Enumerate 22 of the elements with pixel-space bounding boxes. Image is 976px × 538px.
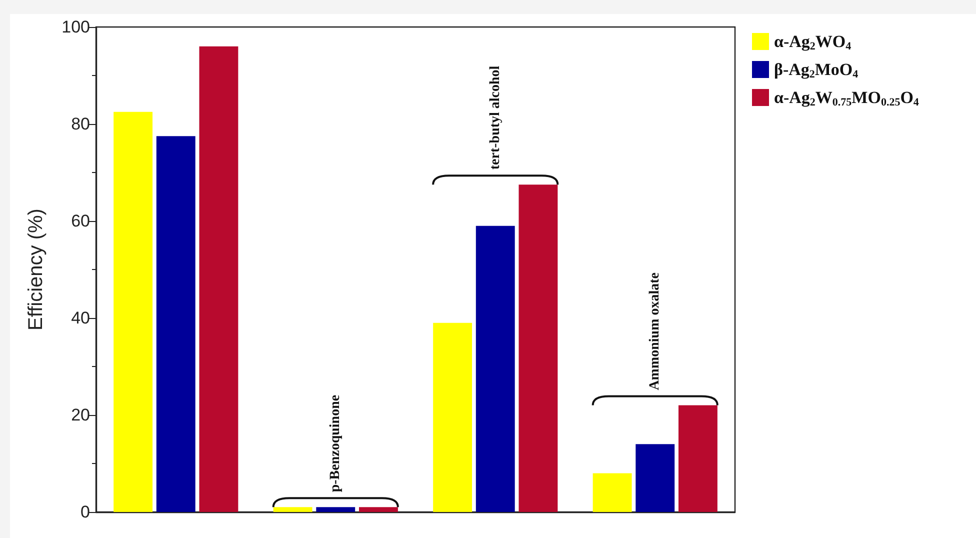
bar [433,322,472,512]
bar [592,473,632,512]
y-tick-label: 40 [71,308,90,328]
bar [476,226,515,512]
y-tick-label: 80 [71,114,90,134]
bar [273,507,312,512]
bar [114,112,153,512]
bar [199,46,238,512]
y-tick-label: 60 [71,212,90,230]
x-tick-label: p-Benzoquinone [328,394,344,492]
x-tick-label: tert-butyl alcohol [488,66,503,170]
bar [636,444,675,512]
bar [316,507,356,512]
bar [358,507,398,512]
y-axis-title: Efficiency (%) [25,208,47,330]
x-tick-label: Ammonium oxalate [648,272,663,390]
y-tick-label: 100 [62,18,90,36]
bar [518,184,558,512]
y-tick-label: 0 [80,502,90,522]
y-tick-label: 20 [71,406,90,424]
bar [678,405,718,512]
bar [156,136,196,512]
